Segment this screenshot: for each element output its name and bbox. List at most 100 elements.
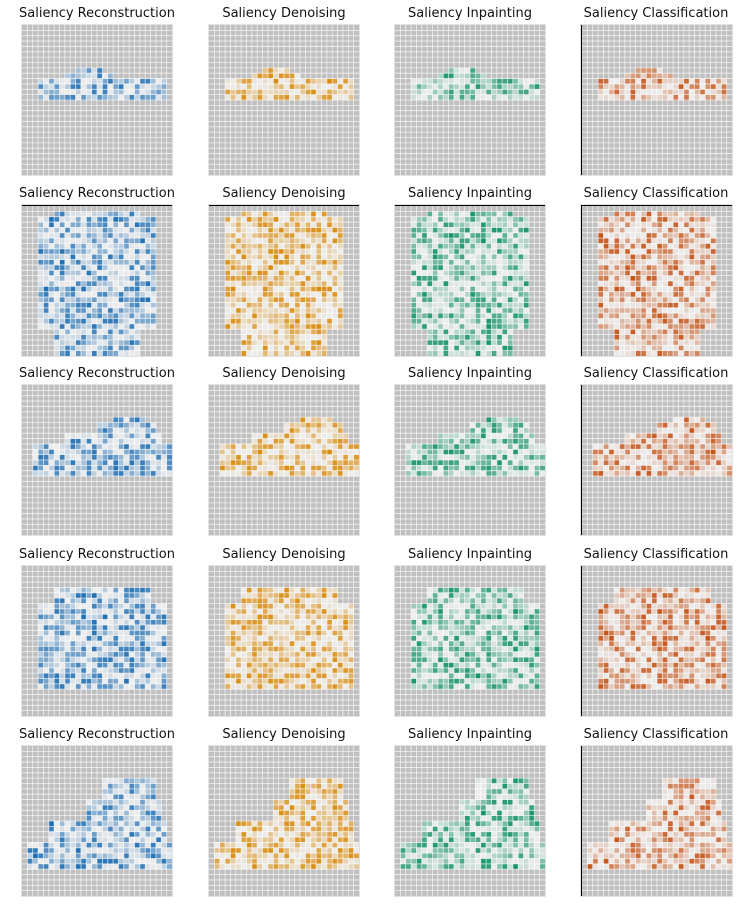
heatmap-cell	[54, 470, 60, 477]
heatmap-cell	[694, 318, 701, 325]
heatmap-cell	[278, 624, 285, 631]
heatmap-cell	[48, 673, 55, 679]
heatmap-cell	[316, 587, 322, 594]
heatmap-cell	[416, 449, 423, 455]
heatmap-cell	[134, 646, 141, 653]
heatmap-cell	[453, 275, 460, 282]
heatmap-cell	[321, 264, 328, 271]
heatmap-cell	[624, 270, 631, 276]
heatmap-cell	[534, 470, 540, 477]
heatmap-cell	[225, 443, 231, 450]
heatmap-cell	[635, 345, 642, 351]
heatmap-cell	[64, 78, 71, 85]
heatmap-cell	[246, 270, 253, 276]
heatmap-cell	[267, 238, 274, 244]
heatmap-cell	[416, 254, 423, 260]
heatmap-cell	[262, 329, 269, 335]
heatmap-cell	[496, 248, 503, 255]
heatmap-cell	[278, 339, 285, 346]
heatmap-cell	[129, 83, 135, 90]
heatmap-cell	[225, 243, 231, 250]
heatmap-cell	[284, 630, 290, 636]
heatmap-cell	[251, 630, 258, 636]
heatmap-cell	[507, 227, 514, 234]
heatmap-cell	[86, 254, 92, 260]
heatmap-cell	[678, 443, 685, 450]
heatmap-cell	[300, 454, 306, 461]
heatmap-cell	[353, 443, 359, 450]
heatmap-cell	[139, 608, 146, 615]
heatmap-cell	[464, 465, 471, 472]
heatmap-cell	[102, 608, 109, 615]
heatmap-cell	[630, 329, 636, 335]
heatmap-cell	[305, 449, 312, 455]
heatmap-cell	[651, 89, 658, 95]
heatmap-cell	[225, 264, 231, 271]
heatmap-cell	[118, 630, 125, 636]
heatmap-cell	[518, 254, 524, 260]
heatmap-cell	[507, 89, 514, 95]
heatmap-cell	[107, 422, 114, 429]
heatmap-cell	[59, 651, 66, 658]
heatmap-cell	[305, 438, 312, 445]
heatmap-cell	[134, 614, 141, 620]
heatmap-cell	[139, 667, 146, 674]
heatmap-cell	[614, 238, 620, 244]
heatmap-cell	[225, 454, 231, 461]
heatmap-cell	[337, 460, 344, 466]
heatmap-cell	[262, 438, 269, 445]
heatmap-cell	[667, 232, 674, 239]
heatmap-cell	[475, 94, 482, 101]
heatmap-cell	[443, 345, 449, 351]
heatmap-cell	[437, 350, 444, 356]
heatmap-cell	[518, 433, 524, 439]
heatmap-cell	[241, 286, 247, 293]
heatmap-cell	[305, 78, 312, 85]
heatmap-cell	[294, 433, 301, 439]
heatmap-cell	[475, 454, 482, 461]
heatmap-cell	[262, 281, 269, 287]
heatmap-cell	[241, 291, 247, 298]
heatmap-cell	[464, 275, 471, 282]
heatmap-cell	[464, 433, 471, 439]
heatmap-cell	[518, 259, 524, 266]
heatmap-cell	[689, 275, 695, 282]
heatmap-cell	[70, 673, 76, 679]
heatmap-cell	[523, 83, 530, 90]
heatmap-cell	[300, 297, 306, 303]
heatmap-cell	[59, 216, 66, 223]
heatmap-cell	[635, 438, 642, 445]
heatmap-cell	[710, 286, 717, 293]
heatmap-cell	[710, 307, 717, 314]
heatmap-cell	[651, 339, 658, 346]
heatmap-cell	[102, 422, 109, 429]
heatmap-cell	[326, 307, 333, 314]
heatmap-cell	[257, 598, 263, 604]
heatmap-cell	[91, 683, 98, 690]
heatmap-cell	[614, 232, 620, 239]
heatmap-cell	[667, 216, 674, 223]
heatmap-cell	[405, 465, 412, 472]
heatmap-cell	[97, 275, 103, 282]
heatmap-cell	[630, 470, 636, 477]
heatmap-cell	[624, 318, 631, 325]
heatmap-cell	[80, 334, 87, 341]
heatmap-cell	[64, 460, 71, 466]
heatmap-cell	[673, 297, 679, 303]
heatmap-cell	[267, 232, 274, 239]
heatmap-cell	[486, 302, 492, 309]
heatmap-cell	[518, 216, 524, 223]
heatmap-cell	[134, 323, 141, 330]
heatmap-cell	[123, 635, 130, 642]
heatmap-cell	[59, 313, 66, 319]
heatmap-cell	[337, 254, 344, 260]
heatmap-cell	[284, 587, 290, 594]
heatmap-cell	[337, 307, 344, 314]
heatmap-cell	[235, 264, 242, 271]
heatmap-cell	[278, 465, 285, 472]
heatmap-cell	[75, 460, 82, 466]
heatmap-cell	[64, 73, 71, 79]
heatmap-cell	[705, 449, 711, 455]
heatmap-cell	[107, 449, 114, 455]
heatmap-cell	[241, 598, 247, 604]
